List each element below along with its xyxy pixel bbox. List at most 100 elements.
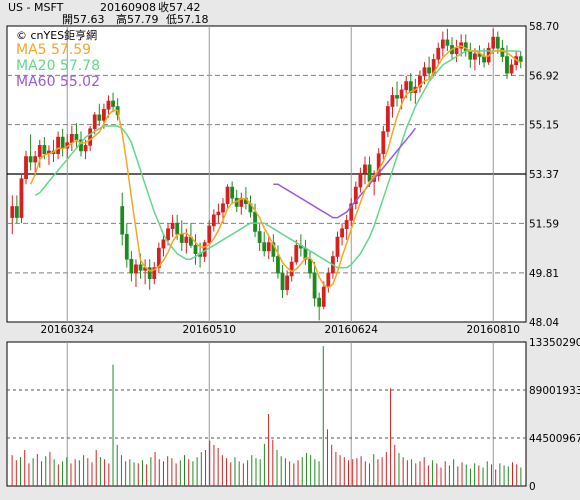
price-tick-label: 55.15 (529, 120, 559, 132)
volume-tick-label: 0 (529, 481, 536, 493)
candle-body (418, 75, 422, 88)
candle-body (134, 264, 138, 274)
candle-body (468, 50, 473, 60)
header-high: 高57.79 (116, 13, 159, 26)
candle-body (321, 286, 326, 307)
candle-body (317, 297, 322, 307)
candle-body (60, 136, 65, 149)
candle-body (83, 145, 88, 152)
volume-tick-label: 89001933 (529, 385, 580, 397)
candle-body (74, 133, 79, 141)
candle-body (408, 81, 413, 93)
price-tick-label: 49.81 (529, 268, 559, 280)
candle-body (156, 247, 161, 268)
price-tick-label: 53.37 (529, 169, 559, 181)
candle-body (367, 164, 372, 182)
header-date: 20160908 (100, 1, 156, 14)
grid-lines (7, 26, 526, 486)
candle-body (358, 172, 363, 188)
candle-body (477, 53, 482, 57)
legend-ma5: MA5 57.59 (16, 42, 92, 58)
date-tick-label: 20160324 (41, 324, 95, 336)
candle-body (120, 206, 125, 235)
candle-body (335, 236, 340, 257)
candle-body (262, 242, 267, 252)
candle-body (193, 245, 198, 254)
candle-body (257, 231, 262, 243)
header-symbol: US - MSFT (8, 1, 64, 14)
header-open: 開57.63 (62, 13, 105, 26)
candle-body (440, 39, 445, 49)
candle-body (422, 67, 427, 77)
candle-body (175, 222, 180, 235)
candle-body (312, 272, 317, 299)
price-tick-label: 51.59 (529, 218, 559, 230)
candle-body (101, 109, 106, 121)
watermark: © cnYES鉅亨網 (16, 29, 98, 42)
candle-body (454, 47, 459, 55)
candle-body (436, 47, 441, 60)
candle-body (500, 47, 505, 57)
candle-body (385, 106, 390, 132)
candle-body (509, 64, 514, 74)
candle-body (344, 220, 349, 230)
candle-body (207, 225, 212, 243)
candle-body (230, 186, 235, 199)
candle-body (482, 56, 486, 63)
candle-body (33, 156, 38, 163)
candle-body (106, 100, 111, 110)
candle-body (19, 178, 24, 218)
candle-body (518, 56, 523, 62)
price-tick-label: 58.70 (529, 21, 559, 33)
candle-body (276, 256, 280, 274)
candle-body (505, 56, 509, 74)
header-close: 收57.42 (158, 1, 201, 14)
volume-tick-label: 133502900 (529, 337, 580, 349)
candle-body (253, 211, 257, 232)
candle-body (14, 206, 19, 218)
candle-body (353, 186, 358, 205)
header-low: 低57.18 (166, 13, 209, 26)
candle-body (179, 233, 184, 243)
candle-body (381, 131, 386, 155)
candle-body (363, 164, 367, 174)
candle-body (56, 136, 60, 155)
candle-body (111, 100, 115, 107)
date-tick-label: 20160624 (325, 324, 379, 336)
candle-body (349, 203, 354, 221)
candle-body (10, 206, 15, 218)
candle-body (427, 67, 432, 74)
candle-body (28, 156, 33, 163)
candle-body (138, 264, 143, 271)
price-tick-label: 48.04 (529, 317, 559, 329)
candle-body (308, 258, 312, 274)
candle-body (271, 242, 276, 257)
candle-body (24, 156, 28, 180)
candle-body (170, 222, 175, 230)
candle-body (395, 95, 399, 99)
legend-ma60: MA60 55.02 (16, 74, 100, 90)
candle-body (280, 272, 285, 291)
candle-body (124, 233, 129, 260)
candle-body (88, 128, 93, 146)
volume-tick-label: 44500967 (529, 433, 580, 445)
candle-body (495, 36, 500, 49)
candle-body (166, 228, 170, 241)
candle-body (326, 272, 331, 288)
candle-body (491, 36, 496, 49)
ma5-line (29, 45, 522, 289)
candle-body (399, 89, 404, 99)
legend-ma20: MA20 57.78 (16, 58, 100, 74)
candle-body (404, 81, 409, 91)
candle-body (445, 39, 450, 46)
moving-average-lines (29, 45, 522, 289)
candle-body (69, 133, 74, 143)
candle-body (473, 53, 477, 60)
price-tick-label: 56.92 (529, 70, 559, 82)
candle-body (184, 236, 189, 243)
candle-body (42, 145, 47, 155)
candle-body (152, 267, 157, 279)
date-tick-label: 20160810 (467, 324, 520, 336)
candle-body (294, 245, 299, 263)
